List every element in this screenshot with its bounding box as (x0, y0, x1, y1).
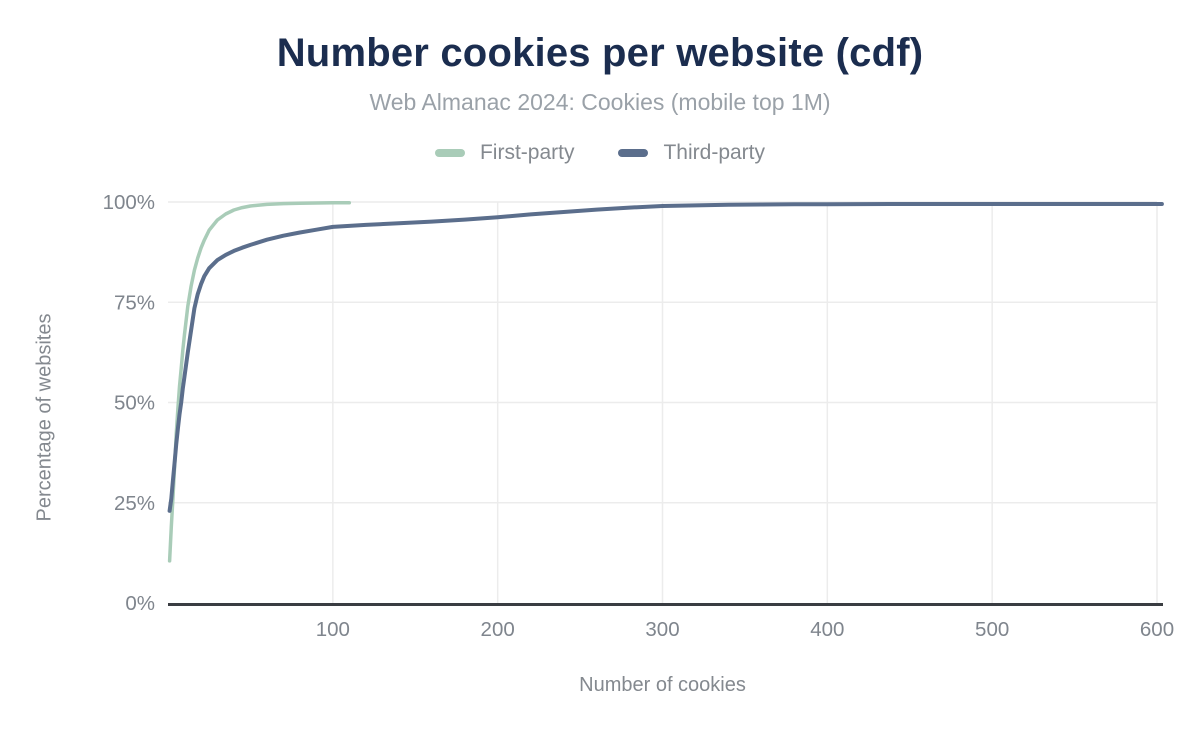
y-axis-title: Percentage of websites (33, 313, 56, 522)
x-tick-label: 100 (316, 618, 350, 641)
x-tick-label: 200 (481, 618, 515, 641)
x-tick-label: 400 (810, 618, 844, 641)
y-tick-label: 25% (114, 492, 155, 515)
x-axis-title: Number of cookies (579, 674, 746, 696)
third-party-line (167, 202, 1164, 513)
cdf-line-chart: 100 200 300 400 500 600 0% 25% 50% 75% 100% (103, 191, 1175, 641)
y-tick-label: 75% (114, 291, 155, 314)
legend-label-third-party: Third-party (663, 141, 766, 164)
x-tick-label: 600 (1140, 618, 1174, 641)
y-tick-label: 0% (125, 592, 155, 615)
legend: First-party Third-party (0, 141, 1200, 165)
y-tick-label: 100% (103, 191, 155, 214)
x-tick-label: 300 (645, 618, 679, 641)
legend-item-first-party[interactable]: First-party (434, 141, 575, 165)
legend-item-third-party[interactable]: Third-party (618, 141, 765, 165)
third-party-swatch (618, 149, 649, 157)
chart-title: Number cookies per website (cdf) (276, 31, 924, 75)
y-tick-label: 50% (114, 392, 155, 415)
legend-label-first-party: First-party (479, 141, 575, 164)
first-party-line (167, 201, 352, 563)
plot-area: 100 200 300 400 500 600 0% 25% 50% 75% 100% Percen… (0, 176, 1200, 738)
first-party-swatch (434, 149, 465, 157)
x-tick-label: 500 (975, 618, 1009, 641)
chart-subtitle: Web Almanac 2024: Cookies (mobile top 1M… (369, 89, 831, 115)
